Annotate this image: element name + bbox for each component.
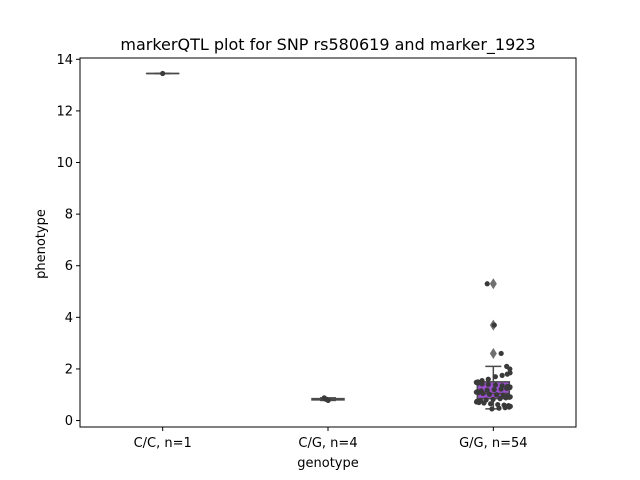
data-point [498, 350, 504, 357]
data-point [505, 402, 512, 409]
x-tick-label: C/C, n=1 [134, 436, 192, 451]
data-point [493, 392, 500, 398]
data-point [499, 383, 505, 389]
data-point [477, 397, 484, 404]
x-tick-label: G/G, n=54 [459, 436, 527, 451]
strip-points [473, 281, 513, 412]
data-point [484, 387, 490, 393]
data-point [484, 281, 490, 287]
data-point [495, 401, 501, 408]
data-point [492, 374, 498, 380]
data-point [507, 370, 513, 376]
y-tick-label: 2 [65, 362, 73, 377]
y-axis: 0 2 4 6 8 10 12 14 [56, 53, 80, 429]
data-point [489, 406, 495, 412]
data-point [504, 363, 510, 369]
plot-area [145, 70, 513, 412]
y-tick-label: 12 [56, 104, 73, 119]
data-point [321, 395, 327, 401]
data-point [499, 372, 505, 378]
x-axis-label: genotype [297, 456, 358, 471]
data-point [479, 377, 485, 384]
data-point [490, 396, 496, 402]
data-point [504, 383, 510, 390]
data-point [486, 391, 493, 397]
data-point [492, 382, 499, 388]
data-point [497, 396, 503, 402]
y-tick-label: 4 [65, 311, 73, 326]
strip-points [321, 395, 331, 404]
x-tick-label: C/G, n=4 [298, 436, 357, 451]
y-tick-label: 6 [65, 259, 73, 274]
data-point [483, 397, 489, 403]
data-point [501, 402, 507, 408]
y-tick-label: 0 [65, 414, 73, 429]
y-tick-label: 10 [56, 156, 73, 171]
data-point [478, 388, 484, 394]
data-point [475, 379, 481, 385]
outlier-marker [489, 347, 497, 359]
data-point [491, 386, 497, 393]
data-point [487, 401, 494, 407]
y-tick-label: 8 [65, 208, 73, 223]
y-axis-label: phenotype [34, 209, 49, 279]
data-point [160, 70, 166, 77]
strip-points [160, 70, 166, 77]
data-point [500, 392, 506, 398]
data-point [505, 393, 511, 399]
data-point [485, 376, 491, 382]
plot-frame [79, 57, 577, 428]
chart-title: markerQTL plot for SNP rs580619 and mark… [120, 35, 535, 55]
x-axis: C/C, n=1 C/G, n=4 G/G, n=54 [134, 427, 528, 451]
data-point [491, 322, 497, 328]
data-point [485, 381, 491, 388]
y-tick-label: 14 [56, 53, 73, 68]
outlier-marker [489, 278, 497, 290]
